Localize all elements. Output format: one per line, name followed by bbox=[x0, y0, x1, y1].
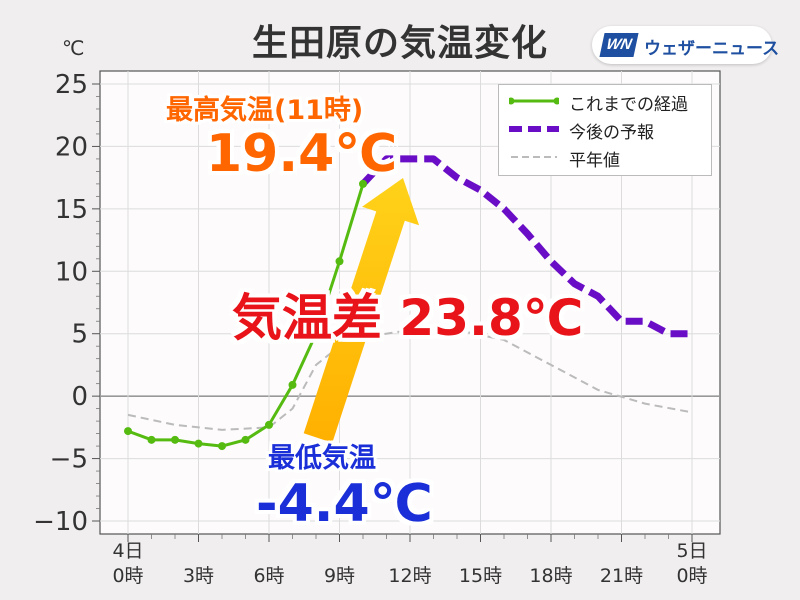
min-temp-label: 最低気温 bbox=[268, 443, 376, 474]
max-temp-label: 最高気温(11時) bbox=[166, 95, 364, 126]
observed-point bbox=[359, 179, 367, 188]
weathernews-logo: WN ウェザーニュース bbox=[592, 26, 779, 64]
observed-point bbox=[147, 435, 156, 444]
observed-point bbox=[218, 442, 226, 451]
y-axis-unit: ℃ bbox=[62, 36, 85, 60]
x-tick-labels: 4日 0時 3時 6時 9時 12時 15時 18時 21時 5日 0時 bbox=[112, 540, 707, 587]
legend: これまでの経過 今後の予報 平年値 bbox=[498, 84, 712, 176]
y-tick-label: 15 bbox=[55, 195, 88, 225]
observed-point bbox=[312, 329, 320, 338]
legend-normal-symbol bbox=[511, 156, 557, 158]
chart-title: 生田原の気温変化 bbox=[251, 23, 548, 64]
x-tick-label-hour: 15時 bbox=[459, 565, 502, 587]
observed-point bbox=[194, 439, 203, 448]
observed-point bbox=[335, 257, 344, 266]
observed-point bbox=[171, 435, 179, 444]
temp-difference: 気温差 23.8℃ bbox=[232, 289, 584, 347]
x-tick-label-hour: 0時 bbox=[112, 565, 143, 587]
legend-label-normal: 平年値 bbox=[569, 151, 620, 171]
x-tick-label-day: 4日 bbox=[112, 540, 143, 562]
legend-observed-symbol bbox=[509, 97, 559, 105]
y-tick-label: −5 bbox=[50, 445, 88, 475]
y-tick-label: 0 bbox=[71, 382, 88, 412]
x-tick-label-hour: 3時 bbox=[183, 565, 214, 587]
y-tick-labels: 25 20 15 10 5 0 −5 −10 bbox=[33, 70, 88, 537]
x-tick-label-hour: 21時 bbox=[600, 565, 643, 587]
legend-label-observed: これまでの経過 bbox=[569, 95, 688, 115]
observed-point bbox=[124, 427, 132, 436]
logo-text: ウェザーニュース bbox=[644, 39, 780, 59]
x-tick-label-hour: 9時 bbox=[324, 565, 355, 587]
y-tick-label: 25 bbox=[55, 70, 88, 100]
forecast-line bbox=[360, 155, 692, 338]
y-tick-label: 10 bbox=[55, 257, 88, 287]
temperature-rise-arrow bbox=[303, 178, 420, 443]
legend-item-forecast: 今後の予報 bbox=[509, 117, 709, 143]
y-tick-label: −10 bbox=[33, 507, 88, 537]
x-tick-label-hour: 12時 bbox=[388, 565, 431, 587]
x-tick-label-hour: 18時 bbox=[529, 565, 572, 587]
observed-point bbox=[241, 435, 250, 444]
x-tick-label-hour: 0時 bbox=[676, 565, 707, 587]
observed-point bbox=[265, 420, 273, 429]
observed-point bbox=[288, 380, 297, 389]
y-tick-label: 5 bbox=[71, 320, 88, 350]
legend-item-observed: これまでの経過 bbox=[509, 89, 709, 115]
legend-forecast-symbol bbox=[509, 126, 559, 132]
x-tick-label-day: 5日 bbox=[676, 540, 707, 562]
y-tick-label: 20 bbox=[55, 132, 88, 162]
legend-item-normal: 平年値 bbox=[509, 145, 709, 171]
max-temp-value: 19.4℃ bbox=[206, 124, 398, 184]
legend-label-forecast: 今後の予報 bbox=[569, 123, 654, 143]
x-tick-label-hour: 6時 bbox=[253, 565, 284, 587]
min-temp-value: -4.4℃ bbox=[256, 474, 433, 534]
